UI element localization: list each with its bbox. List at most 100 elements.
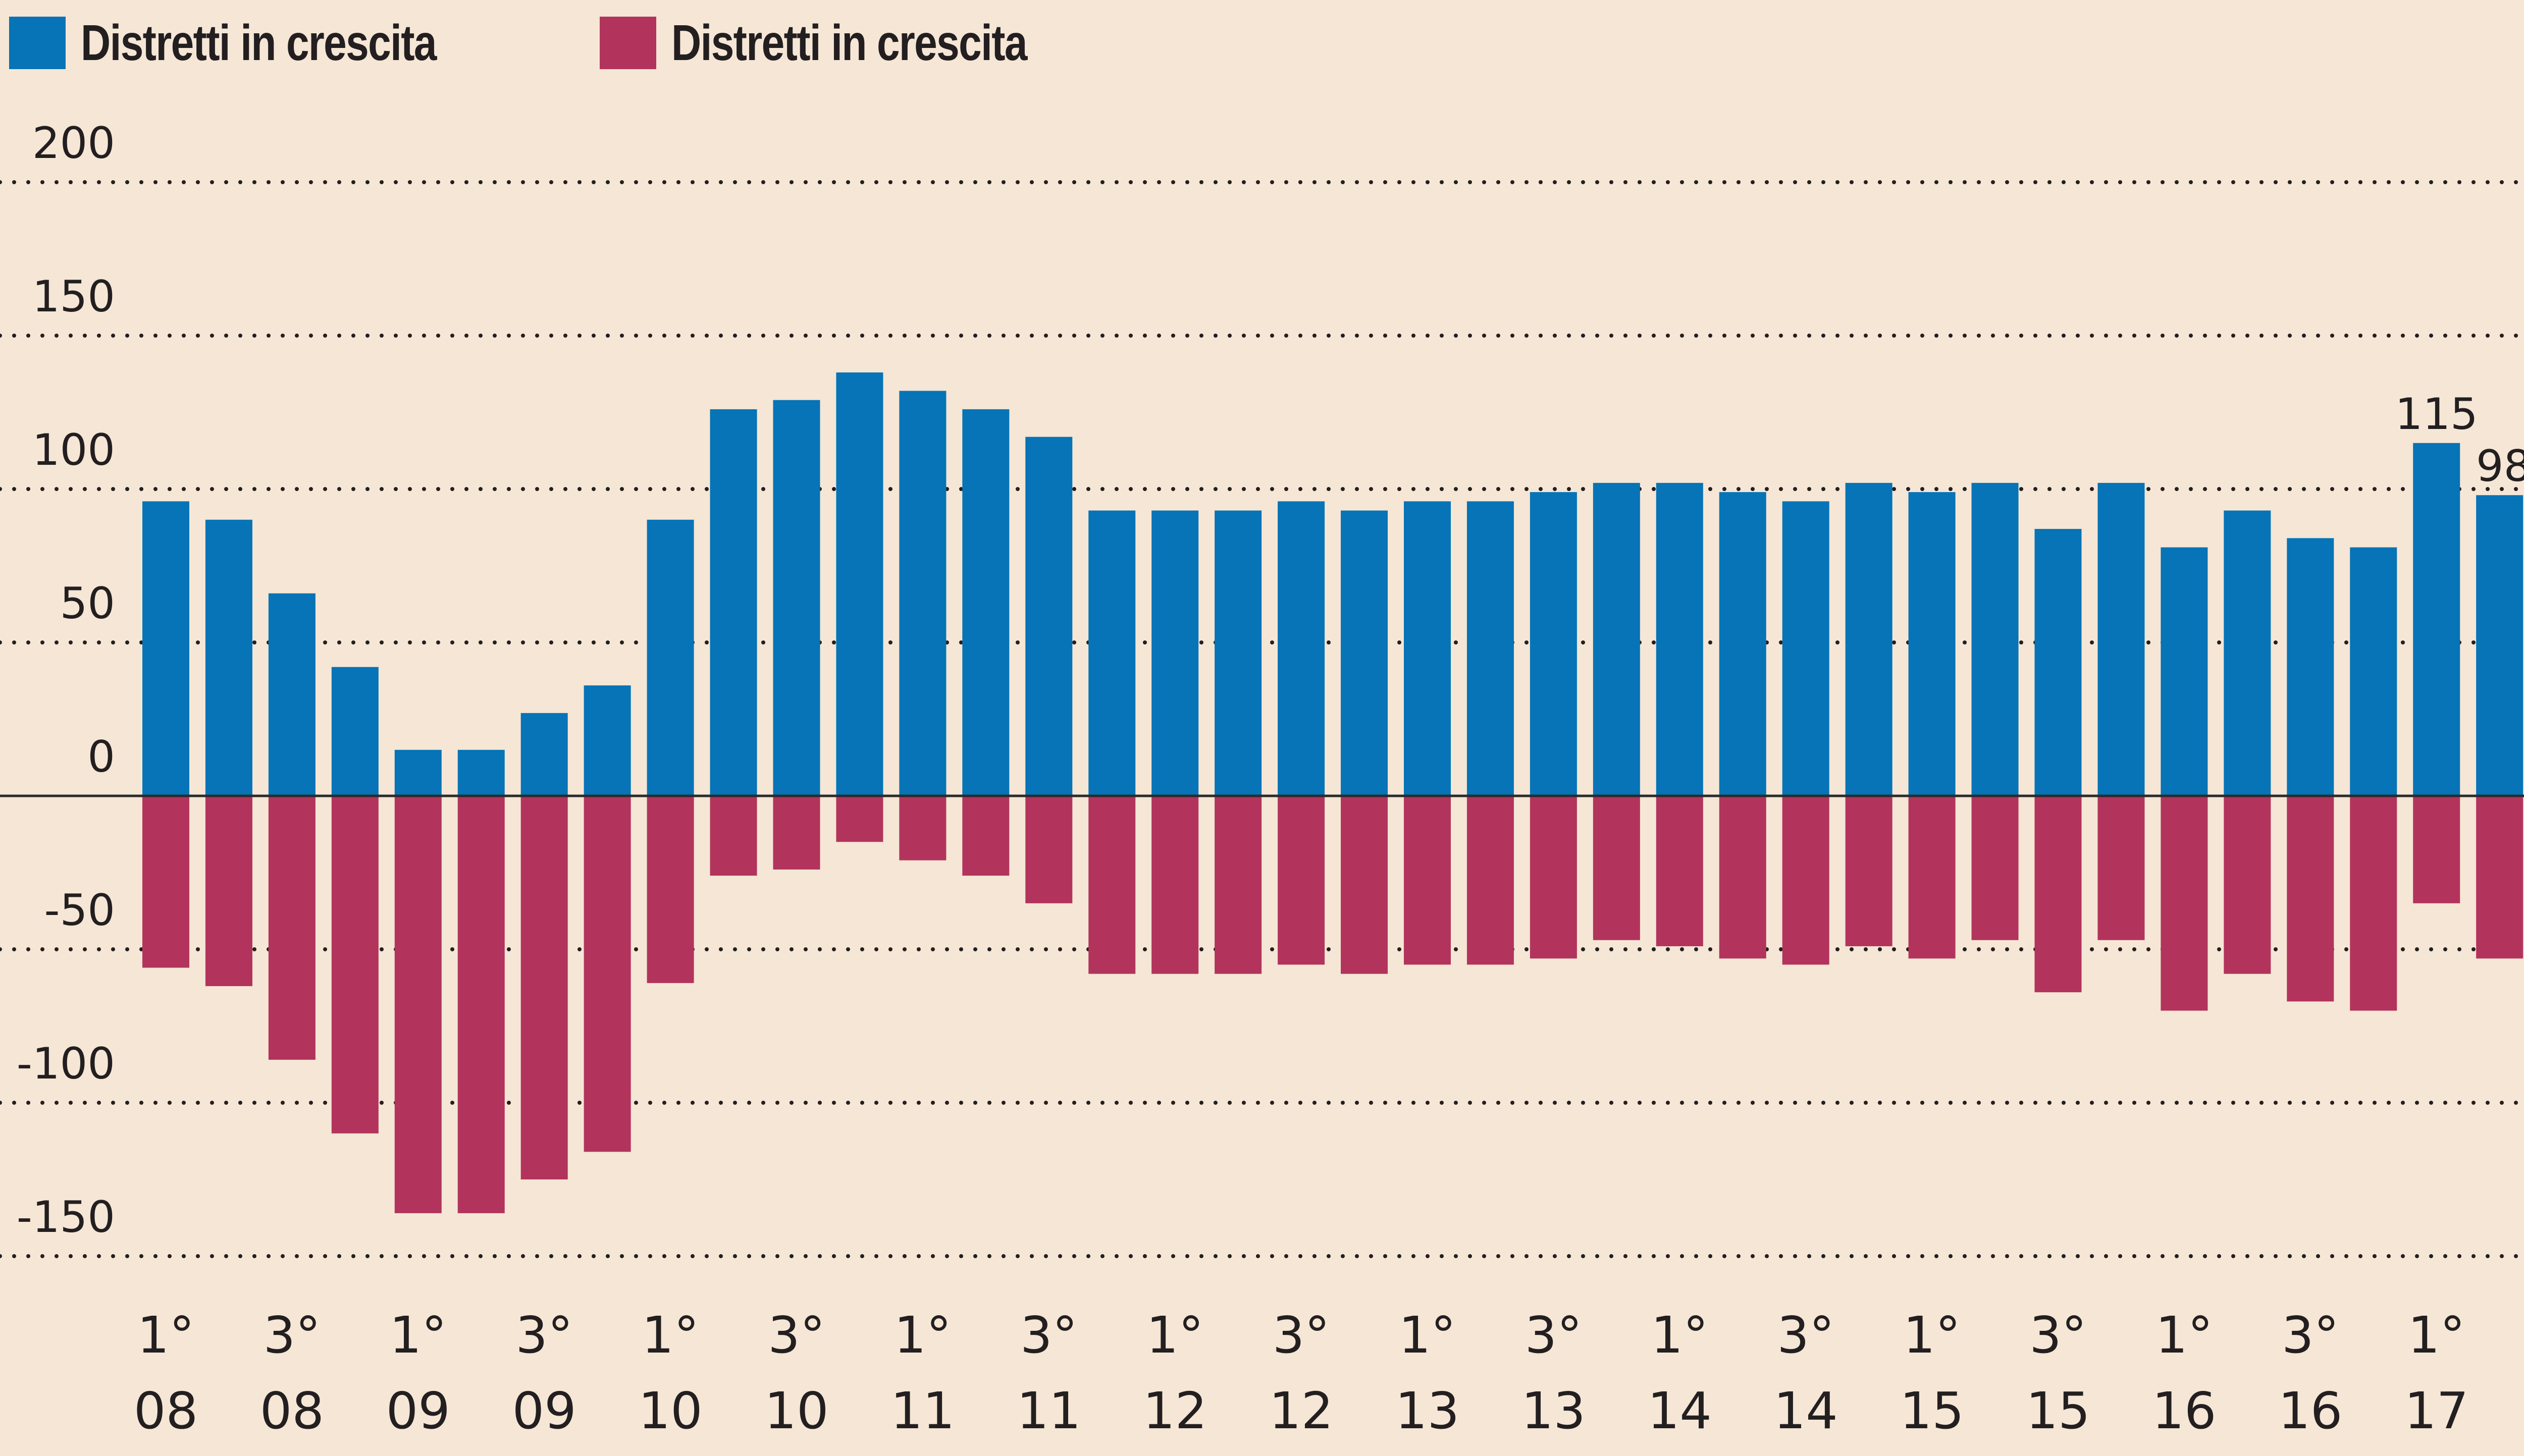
- bar-negative-23: [1593, 796, 1640, 940]
- bar-positive-15: [1088, 510, 1136, 796]
- x-tick-quarter: 3°: [1020, 1306, 1078, 1365]
- bar-negative-6: [520, 796, 568, 1179]
- bar-negative-20: [1404, 796, 1451, 965]
- x-tick-quarter: 1°: [2408, 1306, 2465, 1365]
- bar-negative-29: [1971, 796, 2019, 940]
- y-tick-label: 200: [32, 118, 115, 169]
- bar-positive-3: [331, 667, 379, 796]
- bar-positive-9: [710, 409, 757, 796]
- y-tick-label: 100: [32, 425, 115, 475]
- x-tick-quarter: 3°: [515, 1306, 573, 1365]
- x-tick-year: 12: [1143, 1381, 1207, 1440]
- bar-positive-36: [2413, 443, 2460, 796]
- bar-positive-10: [773, 400, 820, 796]
- y-axis-tick-labels: 200 150 100 50 0 -50 -100 -150: [17, 118, 115, 1243]
- bar-positive-18: [1278, 501, 1325, 796]
- x-tick-quarter: 3°: [1273, 1306, 1330, 1365]
- x-tick-year: 16: [2278, 1381, 2342, 1440]
- bar-negative-31: [2097, 796, 2145, 940]
- x-tick-year: 15: [2026, 1381, 2090, 1440]
- x-tick-year: 13: [1521, 1381, 1586, 1440]
- x-tick-year: 14: [1648, 1381, 1712, 1440]
- x-tick-quarter: 1°: [389, 1306, 447, 1365]
- bar-positive-29: [1971, 482, 2019, 796]
- bar-negative-25: [1719, 796, 1766, 959]
- bar-negative-19: [1341, 796, 1388, 974]
- x-tick-quarter: 3°: [768, 1306, 825, 1365]
- bar-negative-18: [1278, 796, 1325, 965]
- bar-positive-11: [836, 372, 883, 796]
- bar-negative-36: [2413, 796, 2460, 903]
- bar-negative-35: [2350, 796, 2397, 1011]
- legend-swatch-negative: [600, 17, 657, 69]
- bar-negative-10: [773, 796, 820, 870]
- bar-positive-26: [1782, 501, 1829, 796]
- bar-positive-2: [268, 593, 316, 796]
- bar-positive-22: [1530, 492, 1577, 796]
- bar-negative-22: [1530, 796, 1577, 959]
- bar-negative-32: [2161, 796, 2208, 1011]
- x-tick-quarter: 1°: [1903, 1306, 1961, 1365]
- bar-positive-35: [2350, 547, 2397, 796]
- x-tick-quarter: 1°: [1146, 1306, 1204, 1365]
- bars: [142, 372, 2523, 1213]
- x-axis-tick-labels: 1° 08 3° 08 1° 09 3° 09 1° 10 3° 10 1° 11 3° 11 1° 12 3° 12…: [134, 1306, 2468, 1440]
- x-tick-year: 11: [890, 1381, 955, 1440]
- x-tick-year: 11: [1017, 1381, 1081, 1440]
- y-tick-label: 150: [32, 272, 115, 322]
- bar-negative-7: [584, 796, 631, 1152]
- y-tick-label: 0: [87, 732, 115, 782]
- bar-positive-33: [2224, 510, 2271, 796]
- legend-label-positive: Distretti in crescita: [81, 14, 437, 71]
- x-tick-quarter: 1°: [137, 1306, 195, 1365]
- bar-negative-24: [1656, 796, 1703, 946]
- x-tick-year: 16: [2152, 1381, 2216, 1440]
- bar-positive-16: [1151, 510, 1199, 796]
- x-tick-year: 12: [1269, 1381, 1333, 1440]
- bar-positive-1: [205, 519, 252, 796]
- bar-positive-25: [1719, 492, 1766, 796]
- data-label: 115: [2395, 389, 2478, 440]
- x-tick-year: 14: [1774, 1381, 1838, 1440]
- bar-positive-7: [584, 685, 631, 796]
- bar-negative-17: [1215, 796, 1262, 974]
- x-tick-quarter: 1°: [2155, 1306, 2213, 1365]
- y-tick-label: -100: [17, 1039, 115, 1089]
- bar-negative-5: [457, 796, 505, 1213]
- bar-negative-27: [1845, 796, 1892, 946]
- bar-positive-37: [2476, 495, 2523, 796]
- x-tick-year: 17: [2404, 1381, 2468, 1440]
- x-tick-quarter: 3°: [264, 1306, 321, 1365]
- x-tick-year: 15: [1900, 1381, 1964, 1440]
- x-tick-quarter: 3°: [1525, 1306, 1583, 1365]
- bar-positive-30: [2034, 529, 2082, 796]
- bar-negative-16: [1151, 796, 1199, 974]
- x-tick-year: 09: [512, 1381, 576, 1440]
- bar-positive-23: [1593, 482, 1640, 796]
- x-tick-year: 08: [260, 1381, 324, 1440]
- bar-negative-15: [1088, 796, 1136, 974]
- data-label: 98: [2476, 441, 2524, 492]
- bar-positive-8: [647, 519, 694, 796]
- x-tick-year: 10: [638, 1381, 702, 1440]
- bar-negative-34: [2287, 796, 2334, 1002]
- x-tick-quarter: 3°: [2029, 1306, 2087, 1365]
- legend-item-positive: Distretti in crescita: [9, 14, 514, 72]
- x-tick-quarter: 1°: [642, 1306, 699, 1365]
- legend: Distretti in crescita Distretti in cresc…: [9, 15, 1191, 71]
- bar-positive-34: [2287, 538, 2334, 796]
- bar-negative-9: [710, 796, 757, 876]
- x-tick-quarter: 1°: [1651, 1306, 1708, 1365]
- bar-negative-37: [2476, 796, 2523, 959]
- data-labels: 115989510890: [2395, 389, 2524, 492]
- y-tick-label: 50: [60, 578, 115, 629]
- bar-positive-12: [899, 391, 946, 796]
- bar-negative-0: [142, 796, 189, 968]
- bar-positive-5: [457, 749, 505, 796]
- bar-negative-33: [2224, 796, 2271, 974]
- bar-positive-13: [962, 409, 1010, 796]
- x-tick-year: 09: [386, 1381, 450, 1440]
- bar-positive-6: [520, 713, 568, 796]
- bar-negative-4: [394, 796, 442, 1213]
